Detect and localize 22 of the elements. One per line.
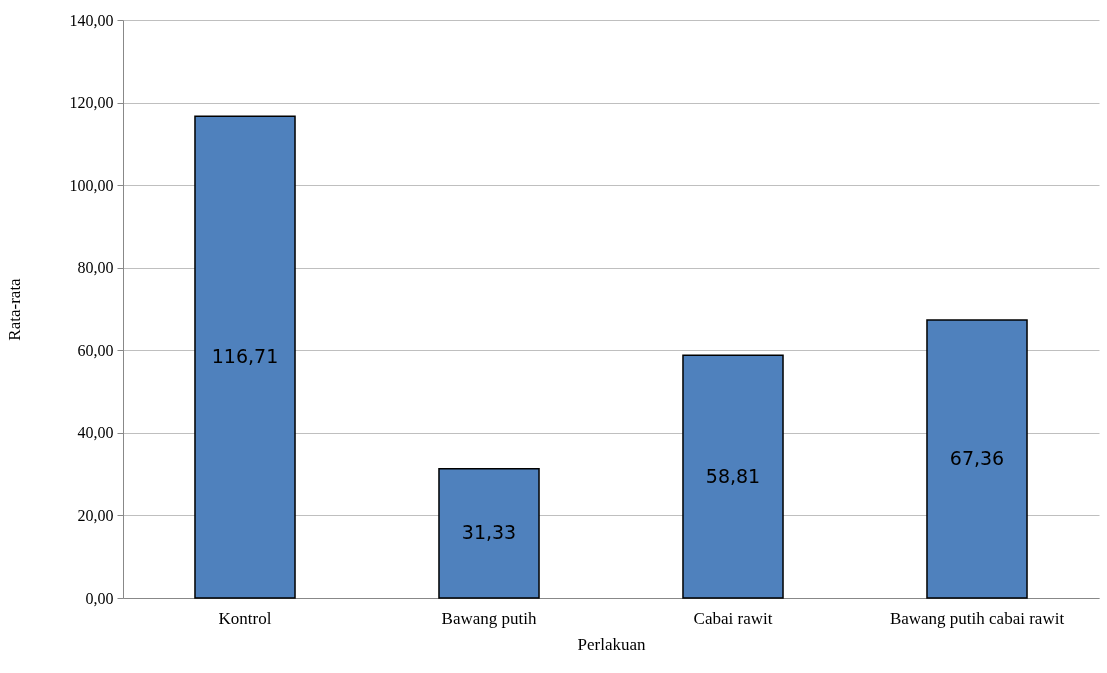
bar (438, 467, 540, 599)
x-axis-title: Perlakuan (577, 634, 646, 654)
bar (926, 319, 1028, 599)
x-tick-label: Kontrol (218, 608, 272, 628)
x-tick-label: Bawang putih (441, 608, 537, 628)
y-tick-label: 60,00 (77, 341, 114, 359)
data-label: 58,81 (705, 464, 761, 487)
y-tick-label: 100,00 (69, 176, 114, 194)
x-tick-label: Bawang putih cabai rawit (889, 608, 1065, 628)
bar (682, 354, 784, 599)
x-tick-label: Cabai rawit (693, 608, 773, 628)
data-label: 67,36 (949, 446, 1005, 469)
y-tick-label: 120,00 (69, 94, 114, 112)
y-tick-label: 20,00 (77, 506, 114, 524)
y-tick-label: 40,00 (77, 424, 114, 442)
data-label: 31,33 (461, 521, 517, 544)
data-label: 116,71 (211, 345, 279, 368)
y-axis-title: Rata-rata (4, 277, 24, 341)
y-tick-label: 80,00 (77, 259, 114, 277)
bar (194, 115, 296, 599)
y-tick-label: 0,00 (85, 589, 114, 607)
y-tick-label: 140,00 (69, 11, 114, 29)
